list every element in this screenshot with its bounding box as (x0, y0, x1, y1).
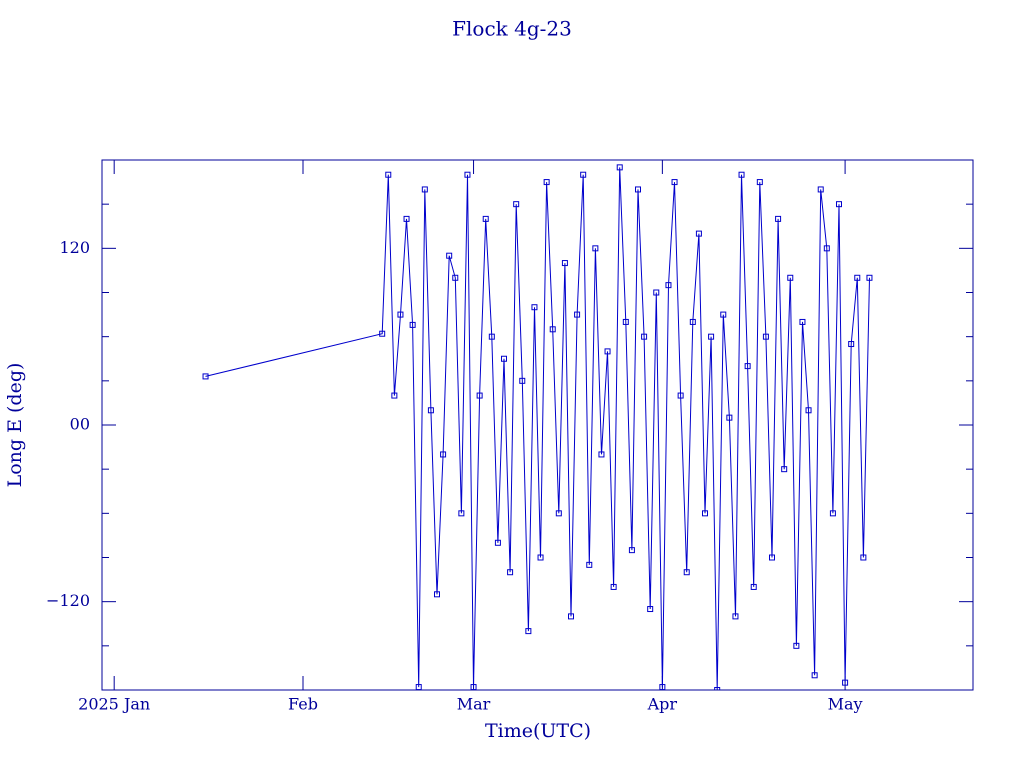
data-point (829, 510, 836, 517)
data-point (385, 171, 392, 178)
series-line (205, 167, 870, 690)
data-point (817, 186, 824, 193)
data-point (458, 510, 465, 517)
data-point (403, 215, 410, 222)
data-point (848, 341, 855, 348)
data-point (787, 274, 794, 281)
data-point (568, 613, 574, 620)
data-point (604, 348, 611, 355)
data-point (659, 684, 666, 690)
x-tick-label: Apr (647, 695, 678, 714)
data-point (756, 179, 763, 186)
x-tick-label: Feb (288, 695, 318, 714)
data-point (610, 583, 617, 590)
data-point (738, 171, 745, 178)
data-point (580, 171, 587, 178)
data-point (427, 407, 434, 414)
data-point (525, 628, 532, 635)
data-point (854, 274, 861, 281)
x-axis-label: Time(UTC) (485, 720, 591, 742)
data-point (202, 373, 209, 380)
data-point (628, 547, 635, 554)
data-point (476, 392, 483, 399)
data-point (671, 179, 678, 186)
data-point (488, 333, 495, 340)
data-point (708, 333, 715, 340)
data-point (811, 672, 818, 679)
data-point (494, 539, 501, 546)
data-point (744, 363, 751, 370)
data-point (805, 407, 812, 414)
data-point (720, 311, 727, 318)
data-point (860, 554, 867, 561)
data-point (543, 179, 550, 186)
data-point (702, 510, 708, 517)
chart-title: Flock 4g-23 (452, 17, 572, 41)
y-tick-label: −120 (46, 591, 90, 610)
data-point (598, 451, 605, 458)
data-point (409, 321, 416, 328)
data-point (781, 466, 788, 473)
data-point (769, 554, 775, 561)
data-point (799, 318, 806, 325)
data-point (775, 215, 782, 222)
data-point (549, 326, 556, 333)
data-point (434, 591, 440, 598)
x-tick-label: 2025 Jan (78, 695, 150, 714)
data-point (379, 330, 386, 337)
data-point (531, 304, 538, 311)
data-point (507, 569, 514, 576)
data-point (470, 684, 477, 690)
data-point (574, 311, 581, 318)
data-point (513, 201, 520, 208)
data-point (519, 377, 526, 384)
data-point (665, 282, 672, 289)
data-point (641, 333, 648, 340)
data-point (397, 311, 404, 318)
data-point (732, 613, 739, 620)
data-point (537, 554, 544, 561)
x-tick-label: Mar (457, 695, 491, 714)
data-point (635, 186, 641, 193)
data-point (726, 414, 733, 421)
data-point (482, 215, 489, 222)
data-point (464, 171, 471, 178)
data-point (452, 274, 459, 281)
data-point (823, 245, 830, 252)
data-point (695, 230, 702, 237)
data-point (555, 510, 562, 517)
data-point (440, 451, 447, 458)
data-point (866, 274, 873, 281)
data-point (647, 606, 654, 613)
data-point (446, 252, 453, 259)
data-point (793, 642, 800, 649)
data-point (750, 583, 757, 590)
data-point (586, 561, 593, 568)
data-point (616, 164, 623, 171)
data-point (561, 260, 568, 267)
data-point (421, 186, 428, 193)
data-point (653, 289, 660, 296)
data-point (622, 318, 629, 325)
data-point (836, 201, 842, 208)
data-point (762, 333, 769, 340)
data-point (677, 392, 684, 399)
x-tick-label: May (828, 695, 863, 714)
data-point (391, 392, 398, 399)
y-tick-label: 120 (59, 238, 90, 257)
data-point (689, 318, 696, 325)
y-tick-label: 00 (70, 415, 90, 434)
data-point (714, 687, 721, 690)
y-axis-label: Long E (deg) (4, 363, 26, 488)
data-point (592, 245, 599, 252)
data-point (683, 569, 690, 576)
data-point (842, 679, 849, 686)
data-point (501, 355, 507, 362)
data-point (415, 684, 422, 690)
